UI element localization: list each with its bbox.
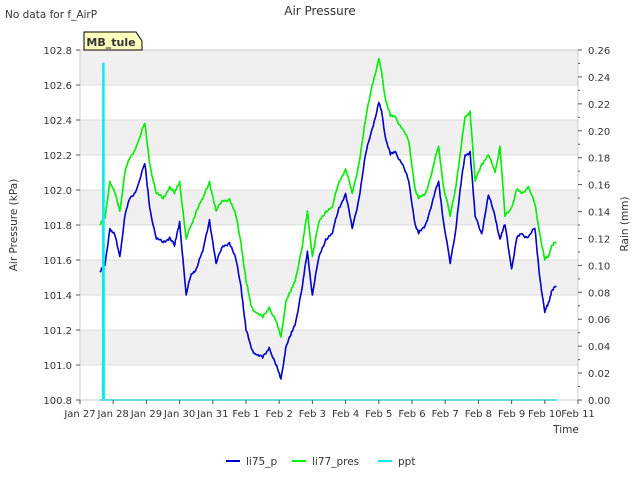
y-right-tick-label: 0.24 [588, 73, 610, 84]
background-band [80, 50, 578, 85]
y-right-tick-label: 0.08 [588, 288, 610, 299]
x-tick-label: Feb 6 [398, 409, 425, 420]
y-left-tick-label: 102.4 [43, 116, 72, 127]
x-tick-label: Jan 31 [196, 409, 228, 420]
background-band [80, 120, 578, 155]
x-tick-label: Feb 1 [232, 409, 259, 420]
legend-label-li75_p: li75_p [246, 456, 277, 468]
y-left-tick-label: 101.8 [43, 221, 72, 232]
y-axis-left: 100.8 101.0 101.2 101.4 101.6 101.8 102.0 102.2… [43, 46, 80, 407]
x-tick-label: Jan 27 [63, 409, 95, 420]
y-right-tick-label: 0.00 [588, 396, 610, 407]
legend: li75_p li77_pres ppt [226, 456, 415, 468]
station-badge-box [83, 31, 143, 51]
x-tick-label: Feb 7 [432, 409, 459, 420]
y-right-tick-label: 0.16 [588, 181, 610, 192]
legend-label-ppt: ppt [398, 456, 415, 468]
y-left-tick-label: 101.2 [43, 326, 72, 337]
y-right-tick-label: 0.22 [588, 100, 610, 111]
x-tick-label: Feb 8 [465, 409, 492, 420]
x-axis: Jan 27 Jan 28 Jan 29 Jan 30 Jan 31 Feb 1 Feb 2… [63, 400, 595, 420]
x-tick-label: Feb 9 [498, 409, 525, 420]
x-tick-label: Feb 10 [528, 409, 562, 420]
y-left-tick-label: 102.2 [43, 151, 72, 162]
no-data-message: No data for f_AirP [5, 9, 97, 21]
y-axis-right-label: Rain (mm) [619, 196, 631, 251]
y-right-tick-label: 0.12 [588, 234, 610, 245]
y-left-tick-label: 100.8 [43, 396, 72, 407]
y-right-tick-label: 0.20 [588, 127, 610, 138]
y-right-tick-label: 0.10 [588, 261, 610, 272]
y-left-tick-label: 101.0 [43, 361, 72, 372]
chart-title: Air Pressure [284, 4, 356, 18]
y-right-tick-label: 0.26 [588, 46, 610, 57]
series-line-li75_p [99, 101, 557, 380]
series-line-li77_pres [99, 57, 557, 338]
y-left-tick-label: 102.6 [43, 81, 72, 92]
y-right-tick-label: 0.04 [588, 342, 610, 353]
x-tick-label: Jan 28 [97, 409, 129, 420]
y-right-tick-label: 0.06 [588, 315, 610, 326]
y-left-tick-label: 102.0 [43, 186, 72, 197]
background-band [80, 260, 578, 295]
x-axis-label: Time [552, 424, 579, 436]
station-badge: MB_tule [83, 31, 143, 51]
x-tick-label: Feb 5 [365, 409, 392, 420]
y-right-tick-label: 0.14 [588, 208, 610, 219]
x-tick-label: Feb 4 [332, 409, 359, 420]
y-right-tick-label: 0.18 [588, 154, 610, 165]
x-tick-label: Jan 30 [163, 409, 195, 420]
y-left-tick-label: 102.8 [43, 46, 72, 57]
y-axis-left-label: Air Pressure (kPa) [8, 179, 20, 272]
x-tick-label: Feb 3 [299, 409, 326, 420]
x-tick-label: Feb 11 [561, 409, 595, 420]
legend-label-li77_pres: li77_pres [312, 456, 359, 468]
background-bands [80, 50, 578, 365]
background-band [80, 330, 578, 365]
station-badge-label: MB_tule [86, 36, 135, 49]
y-axis-right: 0.00 0.02 0.04 0.06 0.08 0.10 0.12 0.14 0.16 0.18… [578, 46, 610, 407]
y-right-tick-label: 0.02 [588, 369, 610, 380]
y-left-tick-label: 101.4 [43, 291, 72, 302]
y-left-tick-label: 101.6 [43, 256, 72, 267]
x-tick-label: Jan 29 [130, 409, 162, 420]
x-tick-label: Feb 2 [266, 409, 293, 420]
